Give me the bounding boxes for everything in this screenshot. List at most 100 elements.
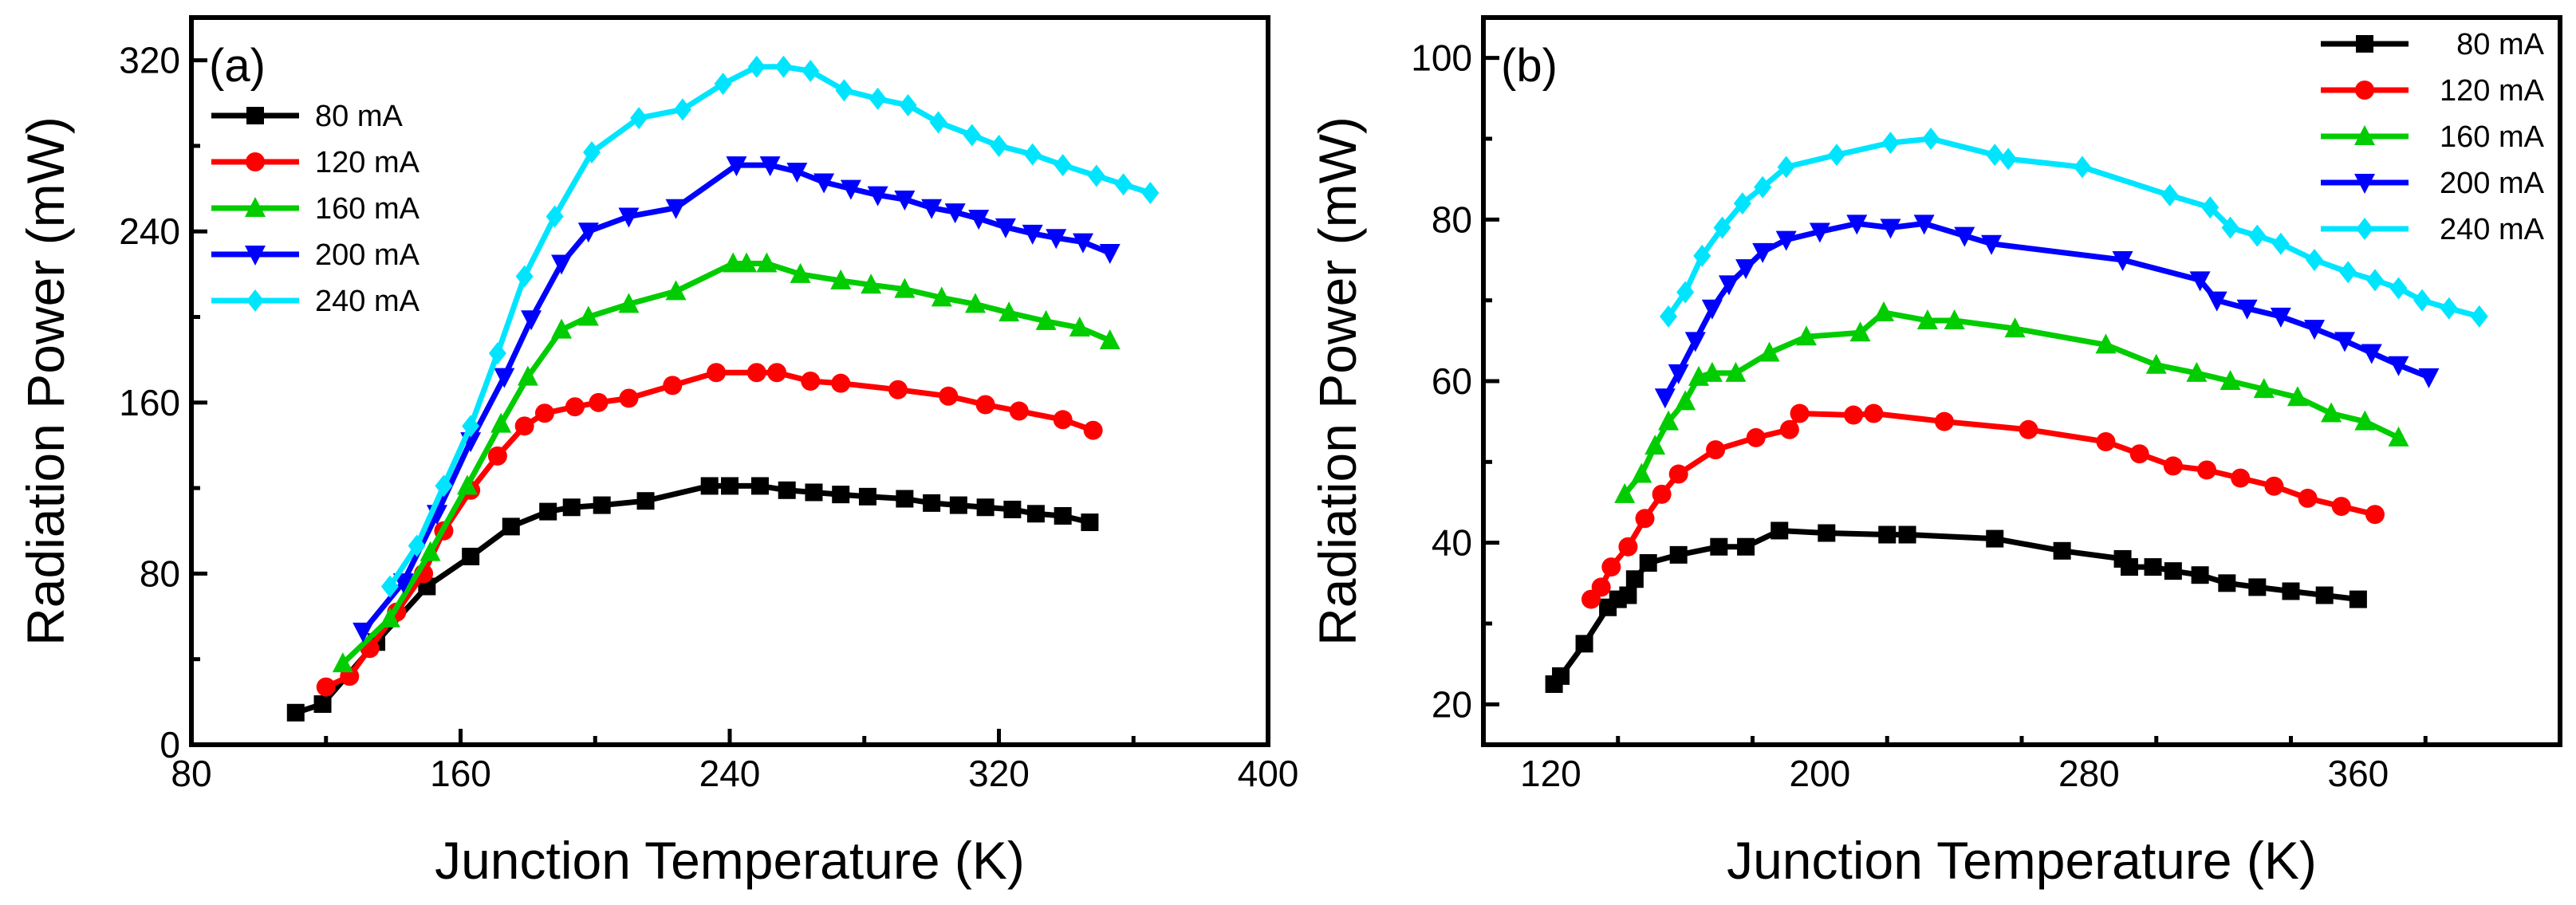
- data-point: [1880, 218, 1901, 239]
- data-point: [2189, 271, 2211, 292]
- data-point: [1668, 464, 1688, 484]
- data-point: [618, 293, 640, 313]
- data-point: [2145, 353, 2167, 374]
- data-point: [899, 93, 917, 116]
- data-point: [1916, 309, 1938, 329]
- y-tick-label: 240: [119, 211, 180, 252]
- data-point: [456, 474, 478, 495]
- series-line: [1622, 309, 2401, 497]
- data-point: [1981, 234, 2003, 255]
- data-point: [665, 280, 687, 301]
- legend-label: 160 mA: [315, 192, 420, 226]
- data-point: [316, 677, 336, 697]
- data-point: [2112, 251, 2133, 271]
- legend-marker: [246, 107, 264, 124]
- data-point: [2096, 432, 2116, 451]
- data-point: [1552, 667, 1570, 685]
- x-tick-label: 320: [968, 753, 1030, 794]
- data-point: [1675, 390, 1696, 411]
- data-point: [1713, 216, 1731, 239]
- data-point: [2144, 558, 2162, 576]
- legend-marker: [2356, 218, 2373, 240]
- data-point: [517, 365, 538, 386]
- data-point: [353, 622, 374, 643]
- legend-marker: [2354, 125, 2375, 145]
- data-point: [1701, 299, 1723, 320]
- data-point: [1022, 224, 1043, 245]
- legend-label: 240 mA: [2440, 213, 2545, 246]
- legend-marker: [245, 197, 266, 217]
- data-point: [2339, 261, 2357, 284]
- data-point: [921, 199, 943, 219]
- series-line: [294, 482, 1091, 716]
- data-point: [2201, 196, 2220, 219]
- data-point: [1779, 419, 1799, 439]
- data-point: [888, 380, 908, 399]
- data-point: [714, 73, 732, 96]
- data-point: [562, 498, 581, 517]
- data-point: [2163, 456, 2183, 476]
- data-point: [1693, 244, 1711, 267]
- legend-marker: [2354, 174, 2375, 194]
- data-point: [1631, 462, 1652, 483]
- panel-label-a: (a): [209, 40, 266, 92]
- data-point: [2121, 558, 2138, 576]
- data-point: [1054, 154, 1072, 177]
- data-point: [1684, 332, 1706, 352]
- data-point: [1818, 524, 1836, 542]
- data-point: [2248, 224, 2267, 247]
- data-point: [515, 265, 534, 288]
- data-point: [894, 277, 916, 298]
- data-point: [2191, 566, 2209, 584]
- data-point: [494, 368, 515, 388]
- data-point: [1114, 173, 1132, 196]
- data-point: [332, 652, 353, 673]
- data-point: [1053, 410, 1073, 430]
- data-point: [1046, 229, 1067, 250]
- data-point: [2354, 410, 2376, 431]
- x-tick-label: 200: [1790, 753, 1851, 794]
- x-axis-title-a: Junction Temperature (K): [435, 831, 1025, 890]
- data-point: [1072, 233, 1093, 254]
- data-point: [2186, 361, 2208, 382]
- data-point: [379, 607, 400, 628]
- data-point: [840, 179, 861, 200]
- data-point: [1654, 388, 1676, 409]
- legend-marker: [245, 246, 266, 266]
- x-tick-label: 160: [430, 753, 491, 794]
- data-point: [490, 412, 512, 433]
- data-point: [1619, 586, 1637, 604]
- data-point: [2365, 269, 2384, 292]
- legend-b: 80 mA 120 mA 160 mA 200 mA 240 mA: [2321, 28, 2545, 246]
- data-point: [923, 494, 941, 512]
- data-point: [2231, 468, 2251, 488]
- data-point: [707, 363, 727, 383]
- series-b: [1545, 128, 2488, 693]
- data-point: [2418, 368, 2440, 388]
- y-axis-title-a: Radiation Power (mW): [16, 116, 75, 646]
- data-point: [2365, 505, 2385, 525]
- data-point: [2095, 333, 2117, 354]
- data-point: [2413, 289, 2432, 312]
- legend-label: 120 mA: [2440, 74, 2545, 108]
- y-tick-label: 320: [119, 40, 180, 81]
- data-point: [861, 273, 882, 294]
- data-point: [619, 388, 639, 408]
- data-point: [2248, 578, 2267, 596]
- data-point: [756, 252, 778, 273]
- data-point: [589, 392, 609, 412]
- data-point: [2197, 460, 2217, 480]
- data-point: [577, 305, 599, 326]
- data-point: [663, 376, 683, 395]
- data-point: [487, 446, 507, 466]
- y-tick-label: 0: [160, 724, 180, 765]
- data-point: [2073, 155, 2091, 179]
- data-point: [1706, 440, 1726, 460]
- data-point: [1796, 325, 1817, 346]
- data-point: [2164, 562, 2182, 580]
- data-point: [1735, 259, 1757, 280]
- data-point: [964, 293, 986, 313]
- data-point: [673, 98, 691, 121]
- data-point: [583, 140, 601, 163]
